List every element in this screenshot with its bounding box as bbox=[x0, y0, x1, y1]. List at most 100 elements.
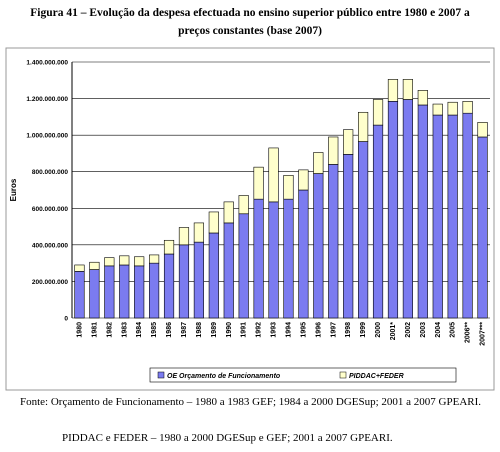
x-tick-label: 1988 bbox=[196, 322, 203, 338]
bar-segment bbox=[328, 136, 339, 165]
bar-segment bbox=[417, 90, 428, 106]
bar-segment bbox=[104, 265, 115, 319]
y-tick-label: 1.400.000.000 bbox=[26, 60, 68, 67]
bar-segment bbox=[89, 269, 100, 319]
bar-segment bbox=[253, 166, 264, 200]
bar-segment bbox=[193, 241, 204, 319]
bar-segment bbox=[358, 111, 369, 142]
bar-segment bbox=[432, 103, 443, 116]
bar-segment bbox=[283, 198, 294, 319]
x-tick-label: 1995 bbox=[300, 322, 307, 338]
x-tick-label: 1989 bbox=[211, 322, 218, 338]
bar-segment bbox=[462, 101, 473, 114]
bar-segment bbox=[178, 244, 190, 319]
legend-label: OE Orçamento de Funcionamento bbox=[167, 373, 281, 380]
y-tick-label: 400.000.000 bbox=[32, 242, 69, 249]
x-tick-label: 1991 bbox=[241, 322, 248, 338]
x-tick-label: 1999 bbox=[360, 322, 367, 338]
bar-segment bbox=[74, 271, 85, 319]
bar-segment bbox=[343, 154, 354, 319]
x-tick-label: 1997 bbox=[330, 322, 337, 338]
bar-segment bbox=[343, 129, 354, 155]
x-tick-label: 1996 bbox=[315, 322, 322, 338]
x-tick-label: 1998 bbox=[345, 322, 352, 338]
x-tick-label: 1994 bbox=[285, 322, 292, 338]
x-tick-label: 1982 bbox=[106, 322, 113, 338]
bar-segment bbox=[149, 254, 160, 264]
x-tick-label: 1983 bbox=[121, 322, 128, 338]
x-tick-label: 1984 bbox=[136, 322, 143, 338]
bar-segment bbox=[193, 222, 204, 243]
source-note: PIDDAC e FEDER – 1980 a 2000 DGESup e GE… bbox=[62, 432, 393, 444]
x-tick-label: 1985 bbox=[151, 322, 158, 338]
bar-segment bbox=[358, 141, 369, 319]
bar-segment bbox=[163, 239, 175, 255]
bar-segment bbox=[298, 189, 309, 319]
x-tick-label: 2005 bbox=[450, 322, 457, 338]
y-axis-title: Euros bbox=[9, 178, 18, 201]
bar-segment bbox=[119, 264, 130, 319]
bar-segment bbox=[477, 122, 488, 138]
bar-segment bbox=[313, 173, 324, 319]
bar-segment bbox=[372, 99, 384, 126]
y-tick-label: 1.200.000.000 bbox=[26, 96, 68, 103]
bar-segment bbox=[134, 256, 145, 267]
bar-segment bbox=[268, 201, 279, 319]
x-tick-label: 2001* bbox=[390, 322, 397, 341]
bar-segment bbox=[387, 101, 399, 319]
bar-segment bbox=[283, 175, 294, 200]
bar-segment bbox=[432, 114, 443, 319]
bar-segment bbox=[328, 164, 339, 319]
x-tick-label: 2003 bbox=[420, 322, 427, 338]
chart-title: Figura 41 – Evolução da despesa efectuad… bbox=[30, 7, 470, 37]
legend-box bbox=[149, 367, 457, 383]
bar-segment bbox=[447, 114, 458, 319]
y-tick-label: 0 bbox=[64, 316, 68, 323]
bar-segment bbox=[447, 101, 458, 116]
x-tick-label: 1993 bbox=[271, 322, 278, 338]
bar-segment bbox=[149, 262, 160, 319]
bar-segment bbox=[74, 264, 85, 272]
bar-segment bbox=[104, 257, 115, 267]
x-tick-label: 2006** bbox=[465, 322, 472, 343]
chart: Euros 0 200.000.000 400.000.000 600.000.000… bbox=[5, 47, 495, 391]
bar-segment bbox=[223, 222, 234, 319]
bar-segment bbox=[268, 147, 279, 203]
bar-segment bbox=[477, 136, 488, 319]
bar-segment bbox=[372, 124, 384, 319]
bar-segment bbox=[402, 99, 413, 319]
bar-segment bbox=[298, 169, 309, 191]
x-tick-label: 1980 bbox=[76, 322, 83, 338]
bar-segment bbox=[253, 198, 264, 319]
legend-label: PIDDAC+FEDER bbox=[349, 373, 404, 380]
legend-swatch bbox=[339, 371, 347, 379]
y-tick-label: 200.000.000 bbox=[32, 279, 69, 286]
x-tick-label: 2004 bbox=[435, 322, 442, 338]
bar-segment bbox=[119, 255, 130, 266]
chart-frame bbox=[5, 47, 495, 391]
bar-segment bbox=[208, 232, 219, 319]
x-tick-label: 2000 bbox=[375, 322, 382, 338]
bar-segment bbox=[178, 227, 190, 246]
y-tick-label: 600.000.000 bbox=[32, 206, 69, 213]
y-tick-label: 800.000.000 bbox=[32, 169, 69, 176]
bar-segment bbox=[163, 253, 175, 319]
y-tick-label: 1.000.000.000 bbox=[26, 133, 68, 140]
x-tick-label: 1992 bbox=[256, 322, 263, 338]
bar-segment bbox=[238, 195, 249, 215]
bar-segment bbox=[134, 265, 145, 319]
bar-segment bbox=[223, 201, 234, 224]
x-tick-label: 1981 bbox=[91, 322, 98, 338]
bar-segment bbox=[208, 211, 219, 234]
x-tick-label: 1986 bbox=[166, 322, 173, 338]
x-tick-label: 2002 bbox=[405, 322, 412, 338]
bar-segment bbox=[462, 112, 473, 319]
source-note: Fonte: Orçamento de Funcionamento – 1980… bbox=[20, 396, 482, 408]
legend-swatch bbox=[157, 371, 165, 379]
x-tick-label: 1990 bbox=[226, 322, 233, 338]
bar-segment bbox=[89, 261, 100, 270]
bar-segment bbox=[387, 79, 399, 102]
bar-segment bbox=[402, 79, 413, 100]
bar-segment bbox=[313, 152, 324, 174]
